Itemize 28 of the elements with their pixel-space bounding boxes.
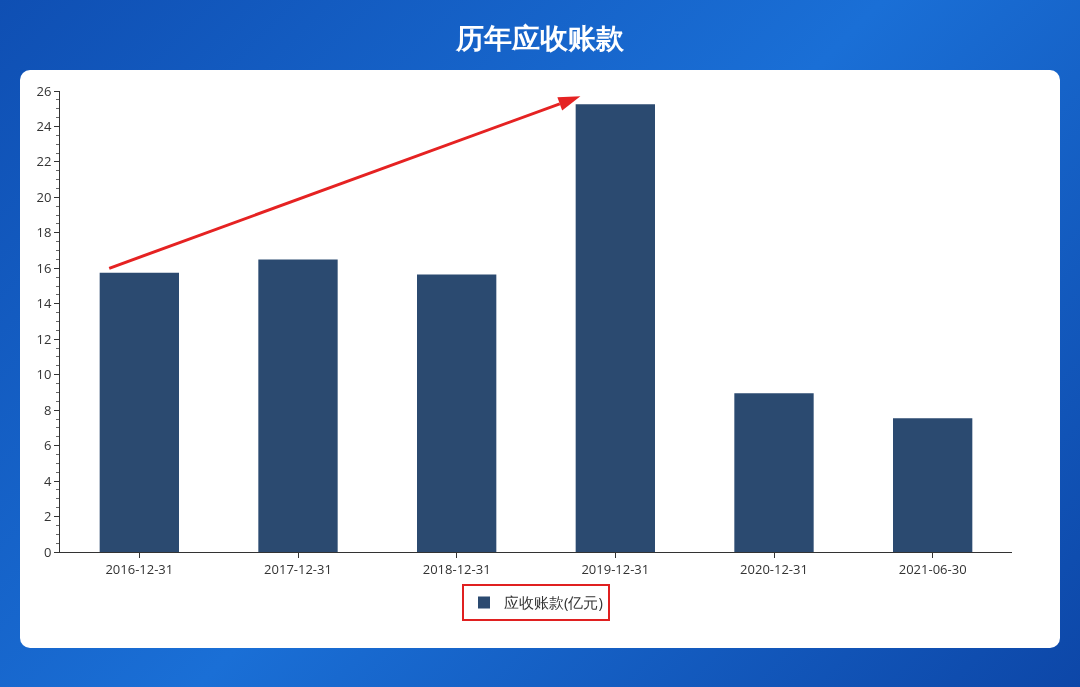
y-tick-label: 14 bbox=[36, 294, 52, 313]
bar bbox=[99, 272, 179, 552]
y-tick-label: 12 bbox=[36, 329, 52, 348]
legend-label: 应收账款(亿元) bbox=[504, 592, 603, 613]
bar bbox=[258, 259, 338, 552]
x-tick-label: 2017-12-31 bbox=[264, 559, 332, 578]
y-tick-label: 4 bbox=[43, 471, 52, 490]
y-tick-label: 2 bbox=[43, 507, 52, 526]
y-tick-label: 16 bbox=[36, 258, 52, 277]
y-tick-label: 22 bbox=[36, 152, 52, 171]
y-tick-label: 20 bbox=[36, 187, 52, 206]
bar bbox=[417, 274, 497, 552]
x-tick-label: 2019-12-31 bbox=[581, 559, 650, 578]
bar bbox=[893, 418, 973, 552]
y-tick-label: 6 bbox=[43, 436, 52, 455]
x-tick-label: 2016-12-31 bbox=[105, 559, 174, 578]
chart-title: 历年应收账款 bbox=[455, 21, 625, 55]
bar bbox=[575, 104, 655, 552]
y-tick-label: 0 bbox=[43, 542, 52, 561]
x-tick-label: 2021-06-30 bbox=[898, 559, 967, 578]
y-tick-label: 18 bbox=[36, 223, 52, 242]
bar bbox=[734, 393, 814, 552]
y-tick-label: 24 bbox=[36, 117, 52, 136]
y-tick-label: 26 bbox=[36, 81, 52, 100]
y-tick-label: 10 bbox=[36, 365, 52, 384]
x-tick-label: 2018-12-31 bbox=[422, 559, 491, 578]
y-tick-label: 8 bbox=[43, 400, 52, 419]
x-tick-label: 2020-12-31 bbox=[740, 559, 808, 578]
